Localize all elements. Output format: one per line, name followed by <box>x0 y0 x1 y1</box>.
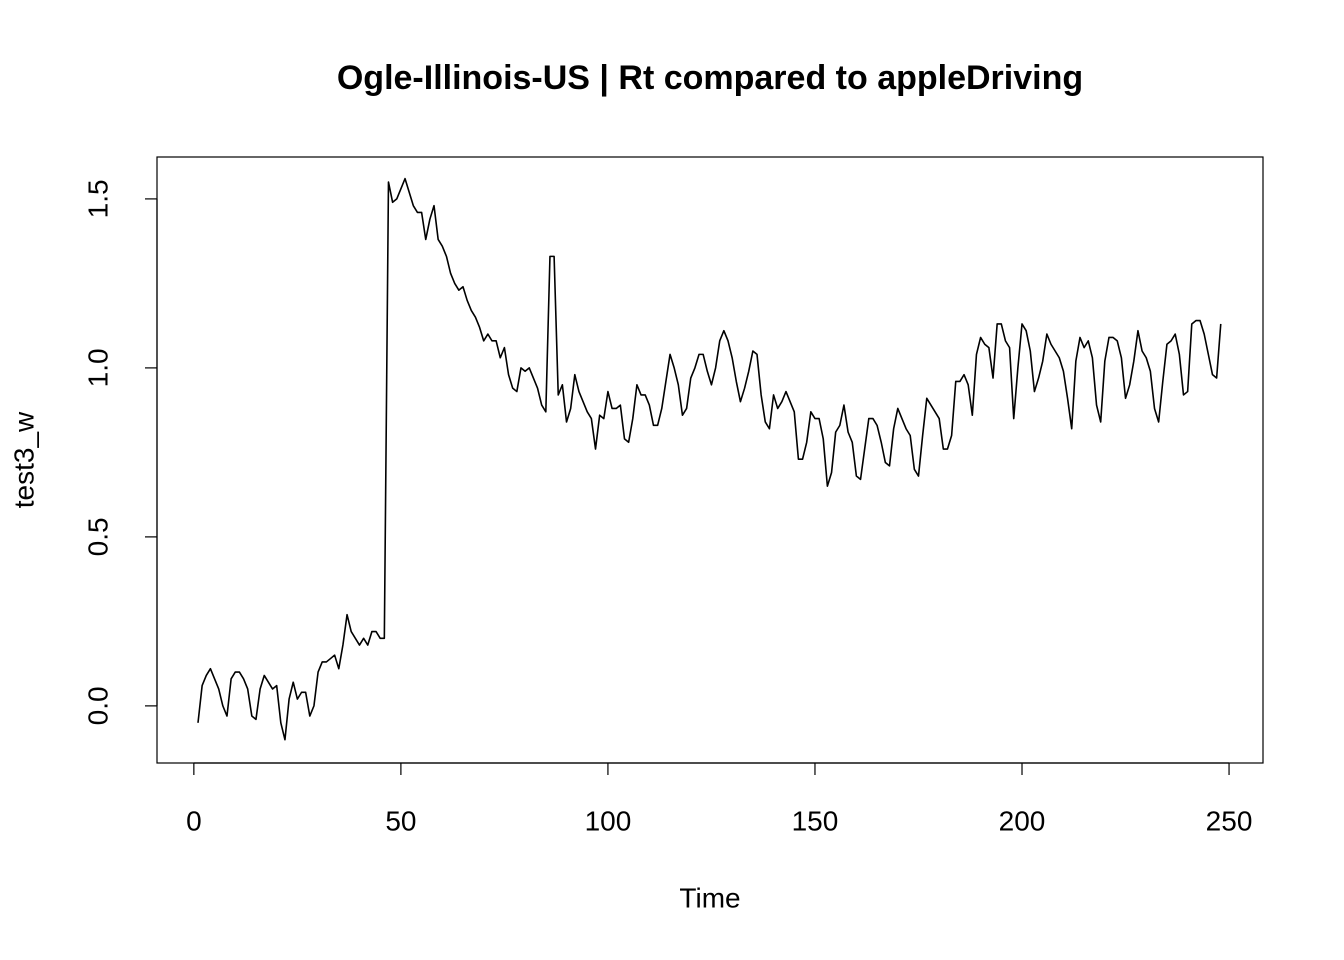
x-axis-label: Time <box>679 882 740 913</box>
y-axis-label: test3_w <box>8 411 39 508</box>
y-tick-label: 0.5 <box>82 517 113 556</box>
x-tick-label: 50 <box>385 805 416 836</box>
chart-title: Ogle-Illinois-US | Rt compared to appleD… <box>337 59 1083 97</box>
x-tick-label: 100 <box>585 805 632 836</box>
x-tick-label: 250 <box>1206 805 1253 836</box>
x-tick-label: 0 <box>186 805 202 836</box>
x-tick-label: 150 <box>792 805 839 836</box>
y-tick-label: 0.0 <box>82 686 113 725</box>
y-tick-label: 1.0 <box>82 348 113 387</box>
data-line <box>197 177 1222 741</box>
y-tick-label: 1.5 <box>82 179 113 218</box>
x-tick-label: 200 <box>999 805 1046 836</box>
